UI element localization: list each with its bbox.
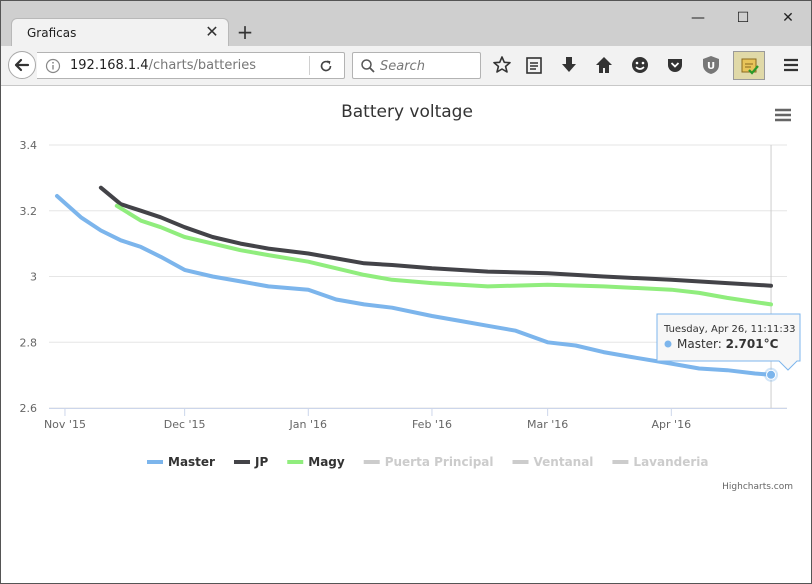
legend-label: JP: [254, 455, 268, 469]
svg-text:U: U: [707, 61, 715, 72]
legend-item-ventanal[interactable]: Ventanal: [512, 455, 594, 469]
pocket-icon[interactable]: [664, 54, 686, 76]
url-text: 192.168.1.4/charts/batteries: [70, 58, 256, 73]
x-tick-label: Dec '15: [164, 418, 206, 431]
url-path: /charts/batteries: [148, 58, 257, 73]
search-icon: [361, 59, 375, 73]
back-button[interactable]: [8, 51, 36, 79]
x-tick-label: Nov '15: [44, 418, 86, 431]
tooltip-series-label: Master: 2.701°C: [677, 337, 779, 351]
download-icon[interactable]: [558, 54, 580, 76]
y-axis: 2.6 2.8 3 3.2 3.4: [20, 139, 38, 415]
tab-title: Graficas: [27, 26, 77, 40]
legend-label: Lavanderia: [633, 455, 708, 469]
smiley-icon[interactable]: [629, 54, 651, 76]
window-close-icon[interactable]: ✕: [782, 10, 794, 26]
x-tick-label: Jan '16: [289, 418, 327, 431]
y-tick-label: 3.2: [20, 205, 38, 218]
tooltip-series-marker: [664, 340, 672, 348]
legend-label: Puerta Principal: [385, 455, 494, 469]
legend-label: Ventanal: [534, 455, 594, 469]
page-content: Battery voltage 2.6 2.8 3 3.2 3.4 Nov '15 Dec…: [1, 86, 811, 583]
x-tick-label: Apr '16: [652, 418, 692, 431]
series-line-magy: [114, 203, 773, 307]
maximize-icon[interactable]: ☐: [736, 10, 750, 26]
y-tick-label: 3.4: [20, 139, 38, 152]
home-icon[interactable]: [593, 54, 615, 76]
highcharts-credits[interactable]: Highcharts.com: [722, 482, 793, 492]
info-icon[interactable]: [45, 58, 61, 74]
url-bar[interactable]: 192.168.1.4/charts/batteries: [37, 52, 345, 79]
tooltip-series-name: Master: [677, 337, 718, 351]
search-placeholder: Search: [380, 59, 425, 74]
title-bar: Graficas ✕ + — ☐ ✕: [1, 1, 811, 46]
reading-list-icon[interactable]: [523, 54, 545, 76]
y-tick-label: 3: [30, 271, 37, 284]
legend-item-lavanderia[interactable]: Lavanderia: [612, 455, 709, 469]
tooltip-value: 2.701°C: [726, 337, 779, 351]
close-icon[interactable]: ✕: [205, 22, 219, 41]
series-line-jp: [98, 185, 773, 288]
chart-context-menu-icon[interactable]: [773, 106, 793, 124]
ublock-icon[interactable]: U: [700, 54, 722, 76]
x-tick-label: Feb '16: [412, 418, 452, 431]
battery-chart: Battery voltage 2.6 2.8 3 3.2 3.4 Nov '15 Dec…: [20, 102, 801, 492]
legend-item-master[interactable]: Master: [147, 455, 215, 469]
extension-button[interactable]: [733, 51, 765, 80]
legend-label: Magy: [308, 455, 345, 469]
chart-legend: Master JP Magy Puerta Principal Ventanal Lava…: [147, 455, 709, 469]
arrow-left-icon: [14, 58, 30, 72]
legend-item-magy[interactable]: Magy: [287, 455, 345, 469]
menu-icon[interactable]: [780, 54, 802, 76]
legend-label: Master: [168, 455, 215, 469]
y-tick-label: 2.6: [20, 402, 38, 415]
url-host: 192.168.1.4: [70, 58, 149, 73]
y-tick-label: 2.8: [20, 336, 38, 349]
chart-title: Battery voltage: [341, 102, 473, 122]
x-axis: Nov '15 Dec '15 Jan '16 Feb '16 Mar '16 Apr '…: [44, 408, 787, 431]
chart-tooltip: Tuesday, Apr 26, 11:11:33 Master: 2.701°…: [656, 313, 801, 371]
tooltip-date: Tuesday, Apr 26, 11:11:33: [663, 324, 796, 335]
new-tab-icon[interactable]: +: [236, 20, 254, 44]
reload-icon[interactable]: [318, 58, 334, 74]
minimize-icon[interactable]: —: [691, 10, 705, 26]
legend-item-puerta-principal[interactable]: Puerta Principal: [363, 455, 494, 469]
search-input[interactable]: Search: [352, 52, 481, 79]
bookmark-star-icon[interactable]: [491, 54, 513, 76]
check-note-icon: [741, 58, 759, 75]
legend-item-jp[interactable]: JP: [233, 455, 268, 469]
browser-tab[interactable]: Graficas ✕: [11, 18, 229, 46]
x-tick-label: Mar '16: [527, 418, 568, 431]
chart-grid: [49, 144, 787, 409]
divider: [309, 56, 310, 75]
hover-point: [766, 369, 777, 380]
navigation-toolbar: 192.168.1.4/charts/batteries Search: [1, 46, 811, 86]
